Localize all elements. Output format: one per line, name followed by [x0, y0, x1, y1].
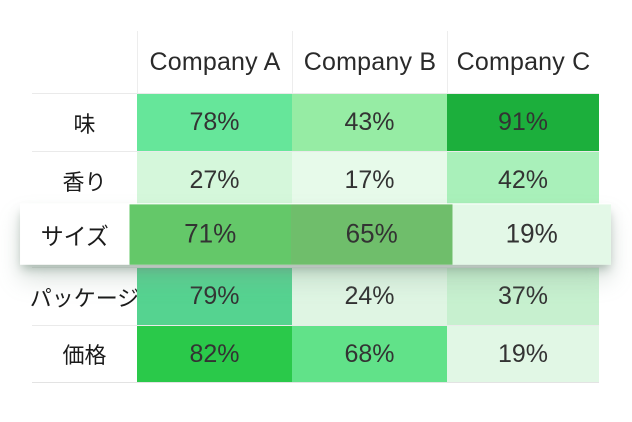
column-header-company-b: Company B: [292, 31, 447, 93]
column-header-company-c: Company C: [447, 31, 599, 93]
row-label: サイズ: [20, 204, 130, 265]
heatmap-cell: 24%: [292, 268, 447, 325]
row-label: 味: [32, 94, 137, 151]
column-header-company-a: Company A: [137, 31, 292, 93]
header-row: Company A Company B Company C: [32, 31, 599, 93]
table-row-taste[interactable]: 味 78% 43% 91%: [32, 93, 599, 151]
heatmap-cell: 27%: [137, 152, 292, 209]
table-row-aroma[interactable]: 香り 27% 17% 42%: [32, 151, 599, 209]
row-label: パッケージ: [30, 268, 139, 325]
heatmap-cell: 82%: [137, 326, 292, 382]
heatmap-cell: 79%: [137, 268, 292, 325]
corner-cell: [32, 31, 137, 93]
row-label: 香り: [32, 152, 137, 209]
table-row-package[interactable]: パッケージ 79% 24% 37%: [30, 267, 599, 325]
heatmap-cell: 78%: [137, 94, 292, 151]
row-label: 価格: [32, 326, 137, 382]
heatmap-cell: 68%: [292, 326, 447, 382]
table-row-size-highlighted[interactable]: サイズ 71% 65% 19%: [20, 203, 611, 265]
heatmap-cell: 43%: [292, 94, 447, 151]
heatmap-cell: 71%: [129, 204, 292, 265]
heatmap-cell: 17%: [292, 152, 447, 209]
heatmap-cell: 19%: [452, 204, 611, 265]
heatmap-cell: 91%: [447, 94, 599, 151]
heatmap-cell: 65%: [291, 204, 453, 265]
heatmap-cell: 19%: [447, 326, 599, 382]
heatmap-cell: 37%: [447, 268, 599, 325]
heatmap-table: Company A Company B Company C 味 78% 43% …: [20, 31, 611, 383]
heatmap-cell: 42%: [447, 152, 599, 209]
table-row-price[interactable]: 価格 82% 68% 19%: [32, 325, 599, 383]
